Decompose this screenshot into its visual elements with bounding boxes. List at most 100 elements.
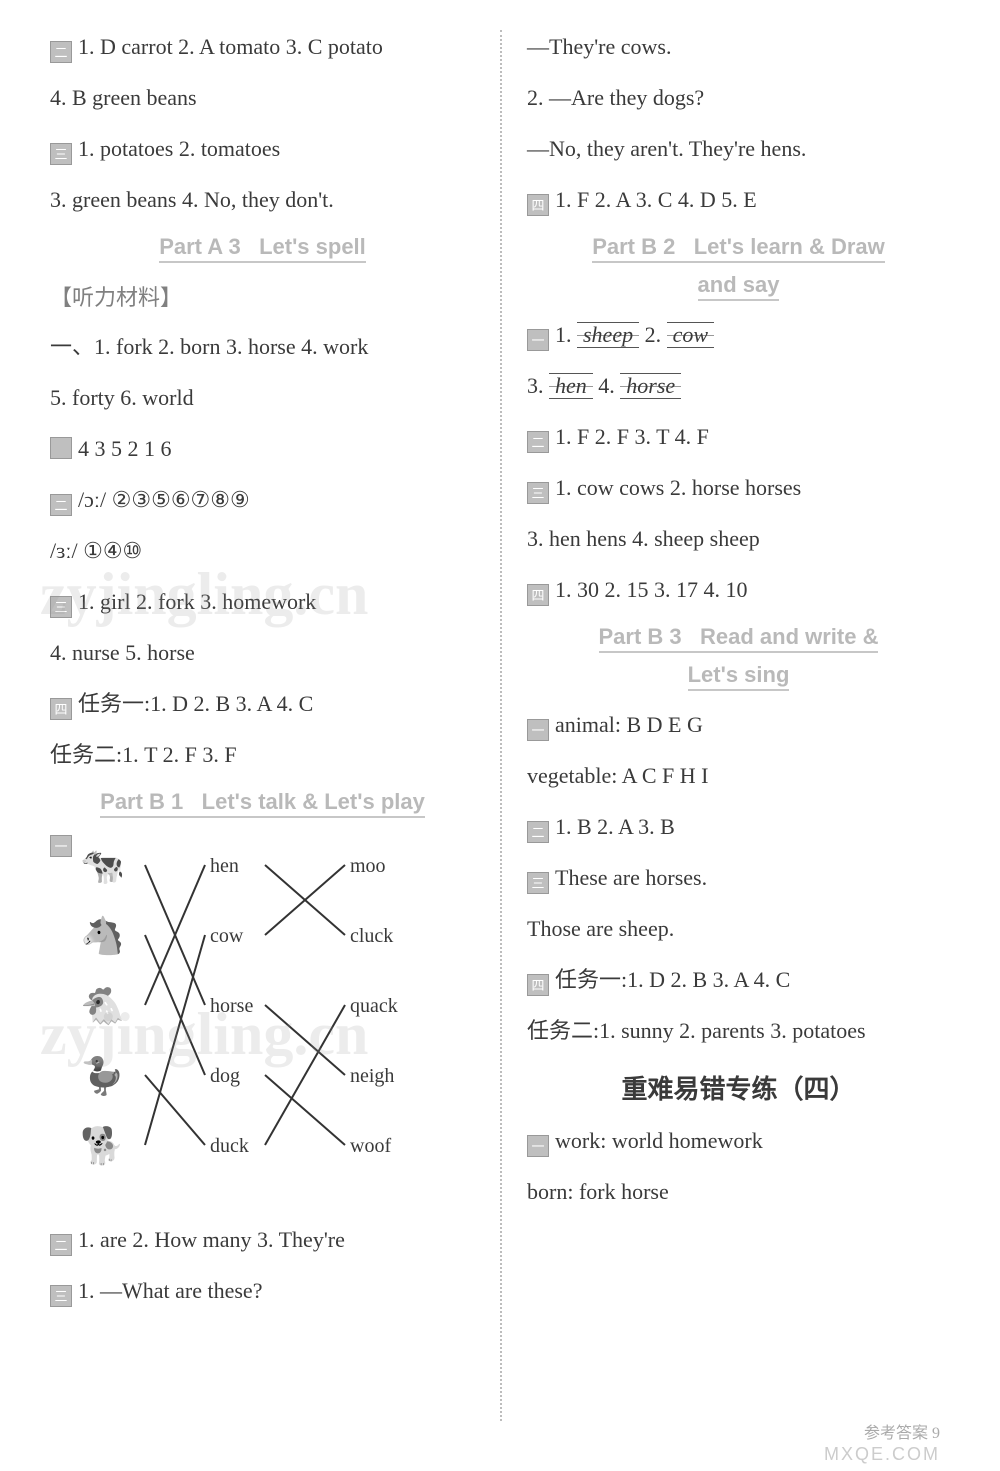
answer-line: 4. nurse 5. horse [50,636,475,669]
text: 1. potatoes 2. tomatoes [78,136,280,161]
num-box-icon: 三 [50,596,72,618]
heading-sub: Let's talk & Let's play [202,789,425,814]
section-heading: Part B 2 Let's learn & Draw [527,234,950,260]
section-heading: and say [527,272,950,298]
num-box-icon: 二 [50,41,72,63]
num-box-icon: 三 [50,1285,72,1307]
num-box-icon: 一 [527,1135,549,1157]
heading-part: Part A 3 [159,234,241,259]
text: 4 3 5 2 1 6 [78,436,172,461]
text: 1. D carrot 2. A tomato 3. C potato [78,34,383,59]
answer-line: 3. hen hens 4. sheep sheep [527,522,950,555]
answer-line: 一 1. sheep 2. cow [527,318,950,351]
footer-mark: MXQE.COM [824,1444,940,1465]
answer-line: 三1. cow cows 2. horse horses [527,471,950,504]
text: 1. [555,322,577,347]
answer-line: 4 3 5 2 1 6 [50,432,475,465]
num-box-icon: 二 [527,821,549,843]
text: These are horses. [555,865,707,890]
text: 1. F 2. A 3. C 4. D 5. E [555,187,757,212]
circled-num: ① [83,538,103,563]
text: /ɔː/ [78,487,112,512]
text: 2. [639,322,667,347]
answer-line: 三 1. girl 2. fork 3. homework [50,585,475,618]
answer-line: 一 work: world homework [527,1124,950,1157]
answer-line: 二/ɔː/ ②③⑤⑥⑦⑧⑨ [50,483,475,516]
answer-line: 一、1. fork 2. born 3. horse 4. work [50,330,475,363]
text: 1. B 2. A 3. B [555,814,675,839]
circled-num: ⑧ [210,487,230,512]
page-footer: 参考答案 9 [864,1419,940,1443]
page: 二 1. D carrot 2. A tomato 3. C potato 4. … [0,0,1000,1471]
answer-line: 5. forty 6. world [50,381,475,414]
heading-sub: Let's sing [688,662,790,691]
num-box-icon: 二 [527,431,549,453]
section-heading: Part A 3 Let's spell [50,234,475,260]
answer-line: 一animal: B D E G [527,708,950,741]
text: 任务一:1. D 2. B 3. A 4. C [78,691,313,716]
circled-num: ⑩ [123,538,143,563]
text: animal: B D E G [555,712,703,737]
section-heading: Part B 3 Read and write & [527,624,950,650]
answer-line: 四 1. 30 2. 15 3. 17 4. 10 [527,573,950,606]
heading-sub: and say [698,272,780,301]
left-column: 二 1. D carrot 2. A tomato 3. C potato 4. … [50,30,500,1421]
text: 4. [593,373,621,398]
num-box-icon: 二 [50,1234,72,1256]
heading-part: Part B 1 [100,789,183,814]
right-column: —They're cows. 2. —Are they dogs? —No, t… [500,30,950,1421]
text: 3. [527,373,549,398]
heading-sub: Let's spell [259,234,366,259]
num-box-icon: 二 [50,494,72,516]
answer-line: 任务二:1. sunny 2. parents 3. potatoes [527,1014,950,1047]
listening-label: 【听力材料】 [50,280,475,312]
heading-sub: Read and write & [700,624,878,649]
circled-num: ⑦ [191,487,211,512]
answer-line: vegetable: A C F H I [527,759,950,792]
num-box-icon: 三 [527,482,549,504]
text: 任务一:1. D 2. B 3. A 4. C [555,967,790,992]
text: 1. 30 2. 15 3. 17 4. 10 [555,577,748,602]
answer-line: 四任务一:1. D 2. B 3. A 4. C [50,687,475,720]
heading-part: Part B 3 [599,624,682,649]
num-box-icon: 三 [50,143,72,165]
answer-line: Those are sheep. [527,912,950,945]
answer-line: —No, they aren't. They're hens. [527,132,950,165]
heading-part: Part B 2 [592,234,675,259]
answer-line: 二 1. are 2. How many 3. They're [50,1223,475,1256]
num-box-icon: 四 [527,974,549,996]
answer-line: —They're cows. [527,30,950,63]
text: work: world homework [555,1128,763,1153]
match-lines [50,835,450,1205]
section-title: 重难易错专练（四） [527,1069,950,1106]
num-box-icon: 四 [527,584,549,606]
answer-line: 3. green beans 4. No, they don't. [50,183,475,216]
answer-line: 二 1. B 2. A 3. B [527,810,950,843]
answer-line: 4. B green beans [50,81,475,114]
answer-line: 2. —Are they dogs? [527,81,950,114]
circled-num: ④ [103,538,123,563]
answer-line: 四任务一:1. D 2. B 3. A 4. C [527,963,950,996]
num-box-icon: 三 [527,872,549,894]
num-box-icon: 四 [50,698,72,720]
answer-line: 三1. —What are these? [50,1274,475,1307]
answer-line: 三 These are horses. [527,861,950,894]
circled-num: ② [112,487,132,512]
circled-num: ⑨ [230,487,250,512]
section-heading: Let's sing [527,662,950,688]
answer-line: 任务二:1. T 2. F 3. F [50,738,475,771]
answer-line: 三 1. potatoes 2. tomatoes [50,132,475,165]
circled-num: ③ [131,487,151,512]
answer-line: 3. hen 4. horse [527,369,950,402]
num-box-icon [50,437,72,459]
text: 1. girl 2. fork 3. homework [78,589,316,614]
answer-line: 二 1. F 2. F 3. T 4. F [527,420,950,453]
matching-diagram: 一 🐄 🐴 🐔 🦆 🐕 hen cow horse dog duck moo c… [50,835,450,1205]
text: 1. F 2. F 3. T 4. F [555,424,709,449]
script-word: cow [667,322,714,348]
answer-line: 四1. F 2. A 3. C 4. D 5. E [527,183,950,216]
text: /ɜː/ [50,538,83,563]
script-word: sheep [577,322,639,348]
text: 1. are 2. How many 3. They're [78,1227,345,1252]
num-box-icon: 一 [527,329,549,351]
